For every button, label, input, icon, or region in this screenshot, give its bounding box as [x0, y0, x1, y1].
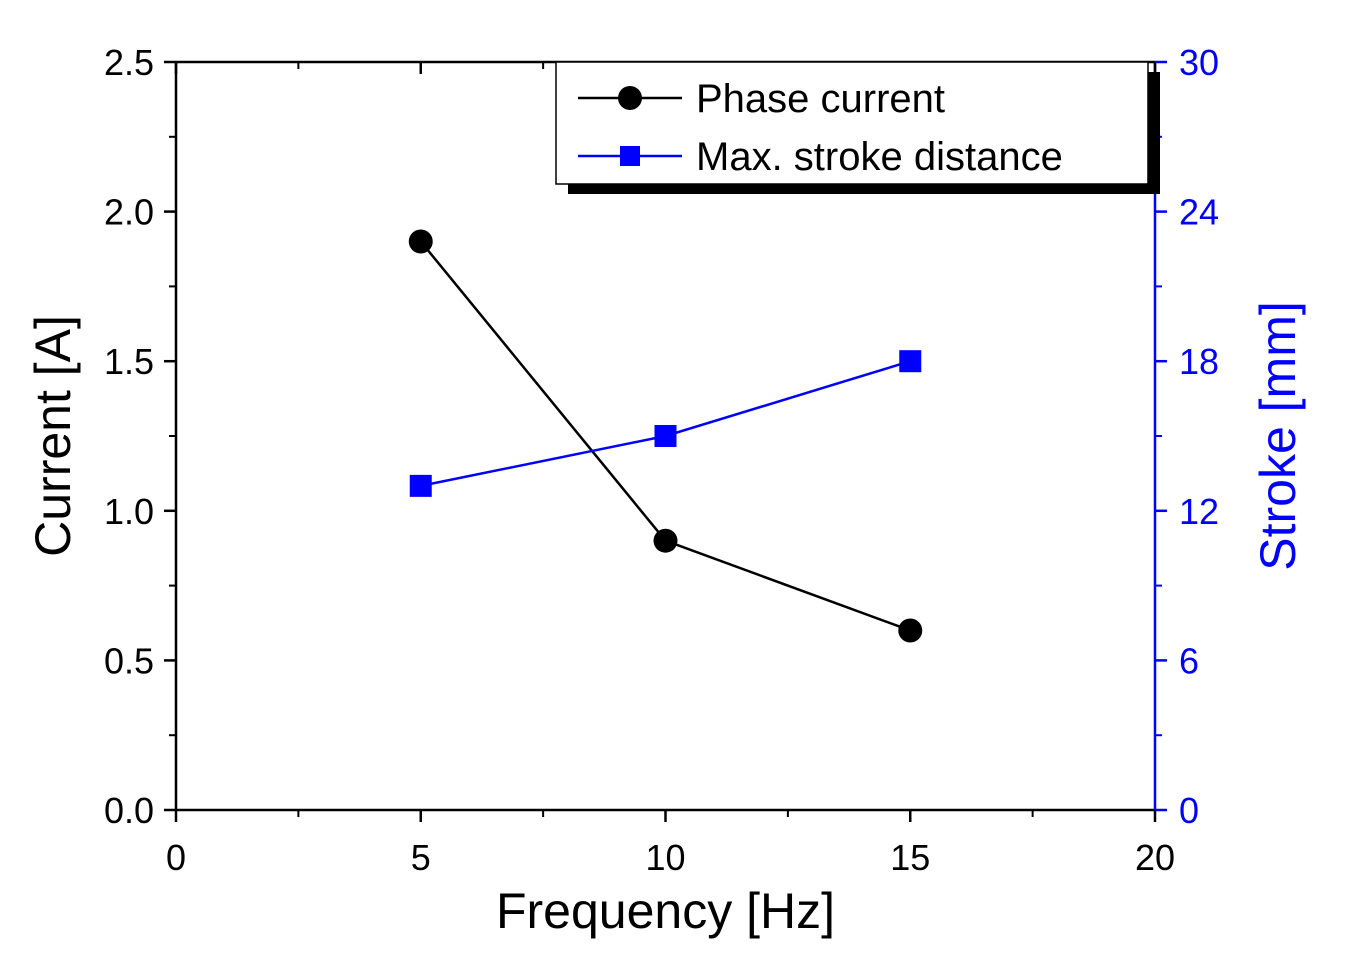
x-tick-label: 10	[645, 837, 685, 878]
max-stroke-point	[409, 474, 432, 497]
legend-marker-circle	[618, 86, 642, 110]
y-tick-label: 1.0	[104, 491, 154, 532]
y2-tick-label: 18	[1179, 341, 1219, 382]
x-tick-label: 15	[890, 837, 930, 878]
y-tick-label: 2.0	[104, 192, 154, 233]
phase-current-point	[653, 528, 678, 553]
series-line-max-stroke-distance	[420, 360, 911, 488]
legend-marker-square	[620, 146, 640, 166]
y2-tick-label: 6	[1179, 640, 1199, 681]
y-axis-title: Current [A]	[25, 315, 81, 557]
x-tick-label: 20	[1135, 837, 1175, 878]
x-tick-label: 5	[411, 837, 431, 878]
phase-current-point	[408, 229, 433, 254]
legend-label: Phase current	[696, 77, 945, 121]
x-tick-label: 0	[166, 837, 186, 878]
x-axis-title: Frequency [Hz]	[496, 883, 835, 939]
y2-tick-label: 0	[1179, 790, 1199, 831]
phase-current-point	[898, 618, 923, 643]
max-stroke-point	[899, 350, 922, 373]
y-tick-label: 0.5	[104, 640, 154, 681]
y-tick-label: 2.5	[104, 42, 154, 83]
y2-tick-label: 24	[1179, 192, 1219, 233]
y2-tick-label: 30	[1179, 42, 1219, 83]
y2-tick-label: 12	[1179, 491, 1219, 532]
legend-label: Max. stroke distance	[696, 135, 1063, 179]
y-tick-label: 1.5	[104, 341, 154, 382]
legend-box	[555, 61, 1149, 185]
max-stroke-point	[654, 425, 677, 447]
y2-axis-title: Stroke [mm]	[1250, 301, 1306, 570]
y-tick-label: 0.0	[104, 790, 154, 831]
